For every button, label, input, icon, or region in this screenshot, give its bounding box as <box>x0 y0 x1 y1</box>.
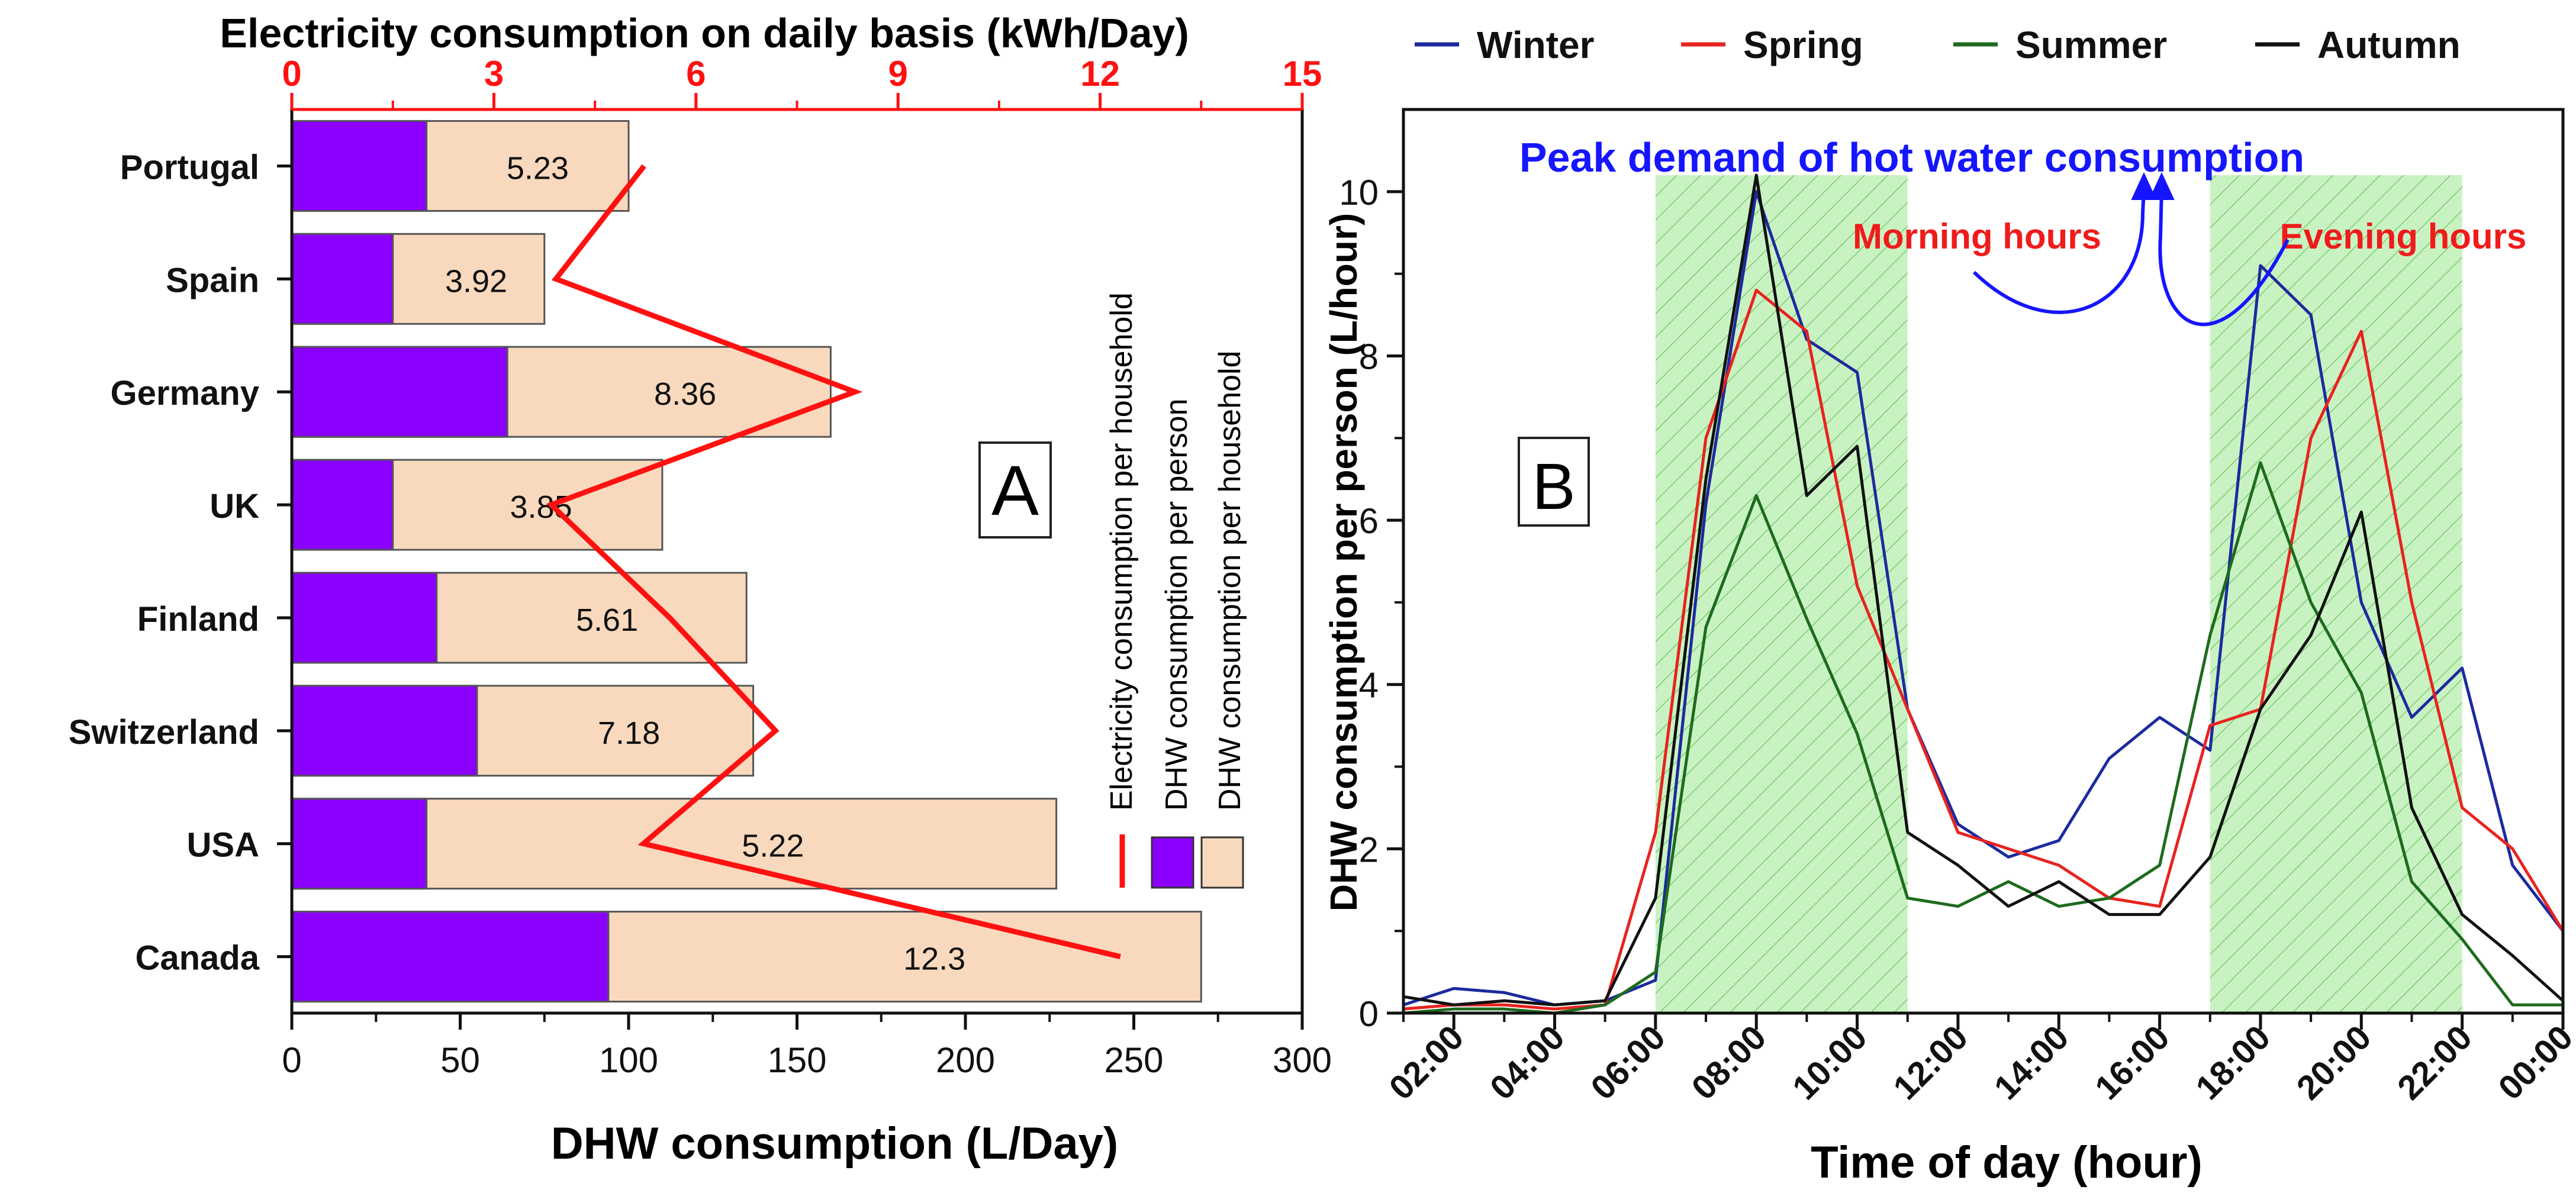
data-label-canada: 12.3 <box>903 941 965 977</box>
x-tick-label-04-00: 04:00 <box>1483 1018 1572 1107</box>
x2-tick-label-3: 3 <box>484 54 504 93</box>
data-label-spain: 3.92 <box>445 263 507 299</box>
x-tick-label-250: 250 <box>1104 1040 1163 1080</box>
x-tick-label-150: 150 <box>767 1040 826 1080</box>
x-tick-label-50: 50 <box>440 1040 480 1080</box>
x-tick-label-200: 200 <box>936 1040 995 1080</box>
x-tick-label-08-00: 08:00 <box>1685 1018 1774 1107</box>
panel-b-frame <box>1402 108 2565 1015</box>
legend-per-person-swatch <box>1151 836 1194 889</box>
arrow-to-morning <box>1972 189 2146 314</box>
category-label-spain: Spain <box>166 261 259 299</box>
x-tick-label-00-00: 00:00 <box>2491 1018 2576 1107</box>
peak-demand-arrows <box>1972 172 2290 327</box>
category-label-usa: USA <box>187 826 259 865</box>
data-label-portugal: 5.23 <box>507 150 569 186</box>
legend-label-spring: Spring <box>1743 24 1863 66</box>
y-tick-label-10: 10 <box>1339 173 1379 212</box>
x-tick-label-14-00: 14:00 <box>1987 1018 2076 1107</box>
bar-person-portugal <box>291 120 428 212</box>
y-tick-label-8: 8 <box>1359 337 1379 376</box>
data-label-germany: 8.36 <box>654 376 716 412</box>
morning-hours-label: Morning hours <box>1853 217 2101 256</box>
electricity-line-layer <box>546 164 1121 959</box>
panel-a-label: A <box>991 451 1039 530</box>
data-label-finland: 5.61 <box>576 602 638 638</box>
category-label-germany: Germany <box>111 374 259 412</box>
data-label-switzerland: 7.18 <box>598 715 660 751</box>
bar-person-uk <box>291 459 394 551</box>
x-tick-label-12-00: 12:00 <box>1886 1018 1975 1107</box>
panel-b-label: B <box>1532 450 1575 523</box>
x-tick-label-18-00: 18:00 <box>2188 1018 2278 1107</box>
arrow-head-morning <box>2131 172 2157 200</box>
x-axis-title: Time of day (hour) <box>1811 1137 2203 1188</box>
bar-person-finland <box>291 572 438 664</box>
data-label-uk: 3.85 <box>510 489 572 525</box>
panel-b-label-box <box>1518 437 1590 527</box>
y-tick-label-4: 4 <box>1359 666 1379 705</box>
bar-person-germany <box>291 346 508 438</box>
category-label-finland: Finland <box>137 600 259 639</box>
bar-person-usa <box>291 798 428 890</box>
legend-per-person-label: DHW consumption per person <box>1160 398 1194 811</box>
x-tick-label-02-00: 02:00 <box>1382 1018 1471 1107</box>
panel-a-label-box <box>978 441 1052 539</box>
x2-tick-label-12: 12 <box>1080 54 1120 93</box>
panel-a-axes: 0 50 100 150 200 250 300 0 3 6 9 12 15 <box>277 54 1332 1080</box>
legend-per-household-label: DHW consumption per household <box>1213 350 1247 811</box>
arrow-head-evening <box>2149 172 2175 200</box>
x-tick-label-100: 100 <box>599 1040 658 1080</box>
electricity-line <box>546 164 1121 959</box>
y-tick-label-2: 2 <box>1359 830 1379 869</box>
panel-b-line-chart: 0 2 4 6 8 10 02:00 04:00 06:00 08:00 10:00 12:00 14:… <box>1322 24 2576 1188</box>
category-label-portugal: Portugal <box>120 148 259 186</box>
x-tick-label-22-00: 22:00 <box>2390 1018 2480 1107</box>
y-tick-label-0: 0 <box>1359 994 1379 1034</box>
x-tick-label-0: 0 <box>282 1040 301 1080</box>
bar-person-spain <box>291 233 394 325</box>
data-label-usa: 5.22 <box>742 828 804 864</box>
arrow-to-evening <box>2158 189 2290 327</box>
panel-a-bar-chart: Electricity consumption on daily basis (… <box>69 10 1332 1169</box>
x2-tick-label-0: 0 <box>282 54 301 93</box>
evening-hours-label: Evening hours <box>2280 217 2527 256</box>
x-tick-label-20-00: 20:00 <box>2290 1018 2379 1107</box>
legend-label-winter: Winter <box>1477 24 1595 66</box>
hatch-evening-hours <box>2210 175 2462 1013</box>
season-lines <box>1403 173 2563 1013</box>
bar-person-canada <box>291 911 610 1003</box>
category-label-uk: UK <box>210 487 259 525</box>
legend-per-household-swatch <box>1200 836 1244 889</box>
peak-demand-annotation: Peak demand of hot water consumption <box>1519 134 2304 180</box>
legend-label-summer: Summer <box>2015 24 2167 66</box>
x-tick-label-06-00: 06:00 <box>1583 1018 1673 1107</box>
legend-label-autumn: Autumn <box>2317 24 2461 66</box>
peak-hours-shading <box>1655 175 2462 1013</box>
x-tick-label-16-00: 16:00 <box>2088 1018 2177 1107</box>
bar-person-switzerland <box>291 685 478 777</box>
panel-a-legend: Electricity consumption per household DH… <box>1105 292 1247 889</box>
category-label-switzerland: Switzerland <box>69 713 259 752</box>
bar-group: 5.23 Portugal 3.92 Spain 8.36 Germany 3.85 UK 5.… <box>69 120 1202 1003</box>
x2-tick-label-6: 6 <box>686 54 706 93</box>
y-tick-label-6: 6 <box>1359 501 1379 541</box>
legend-electricity-label: Electricity consumption per household <box>1105 292 1139 811</box>
series-line-summer <box>1403 461 2563 1013</box>
x2-tick-label-9: 9 <box>888 54 908 93</box>
category-label-canada: Canada <box>135 939 259 978</box>
series-line-autumn <box>1403 173 2563 1007</box>
x-tick-label-300: 300 <box>1273 1040 1332 1080</box>
x-tick-label-10-00: 10:00 <box>1785 1018 1875 1107</box>
electricity-axis-title: Electricity consumption on daily basis (… <box>220 10 1189 56</box>
season-legend: Winter Spring Summer Autumn <box>1415 24 2461 66</box>
x2-tick-label-15: 15 <box>1283 54 1322 93</box>
y-axis-title: DHW consumption per person (L/hour) <box>1322 213 1365 911</box>
dhw-axis-title: DHW consumption (L/Day) <box>551 1118 1118 1169</box>
